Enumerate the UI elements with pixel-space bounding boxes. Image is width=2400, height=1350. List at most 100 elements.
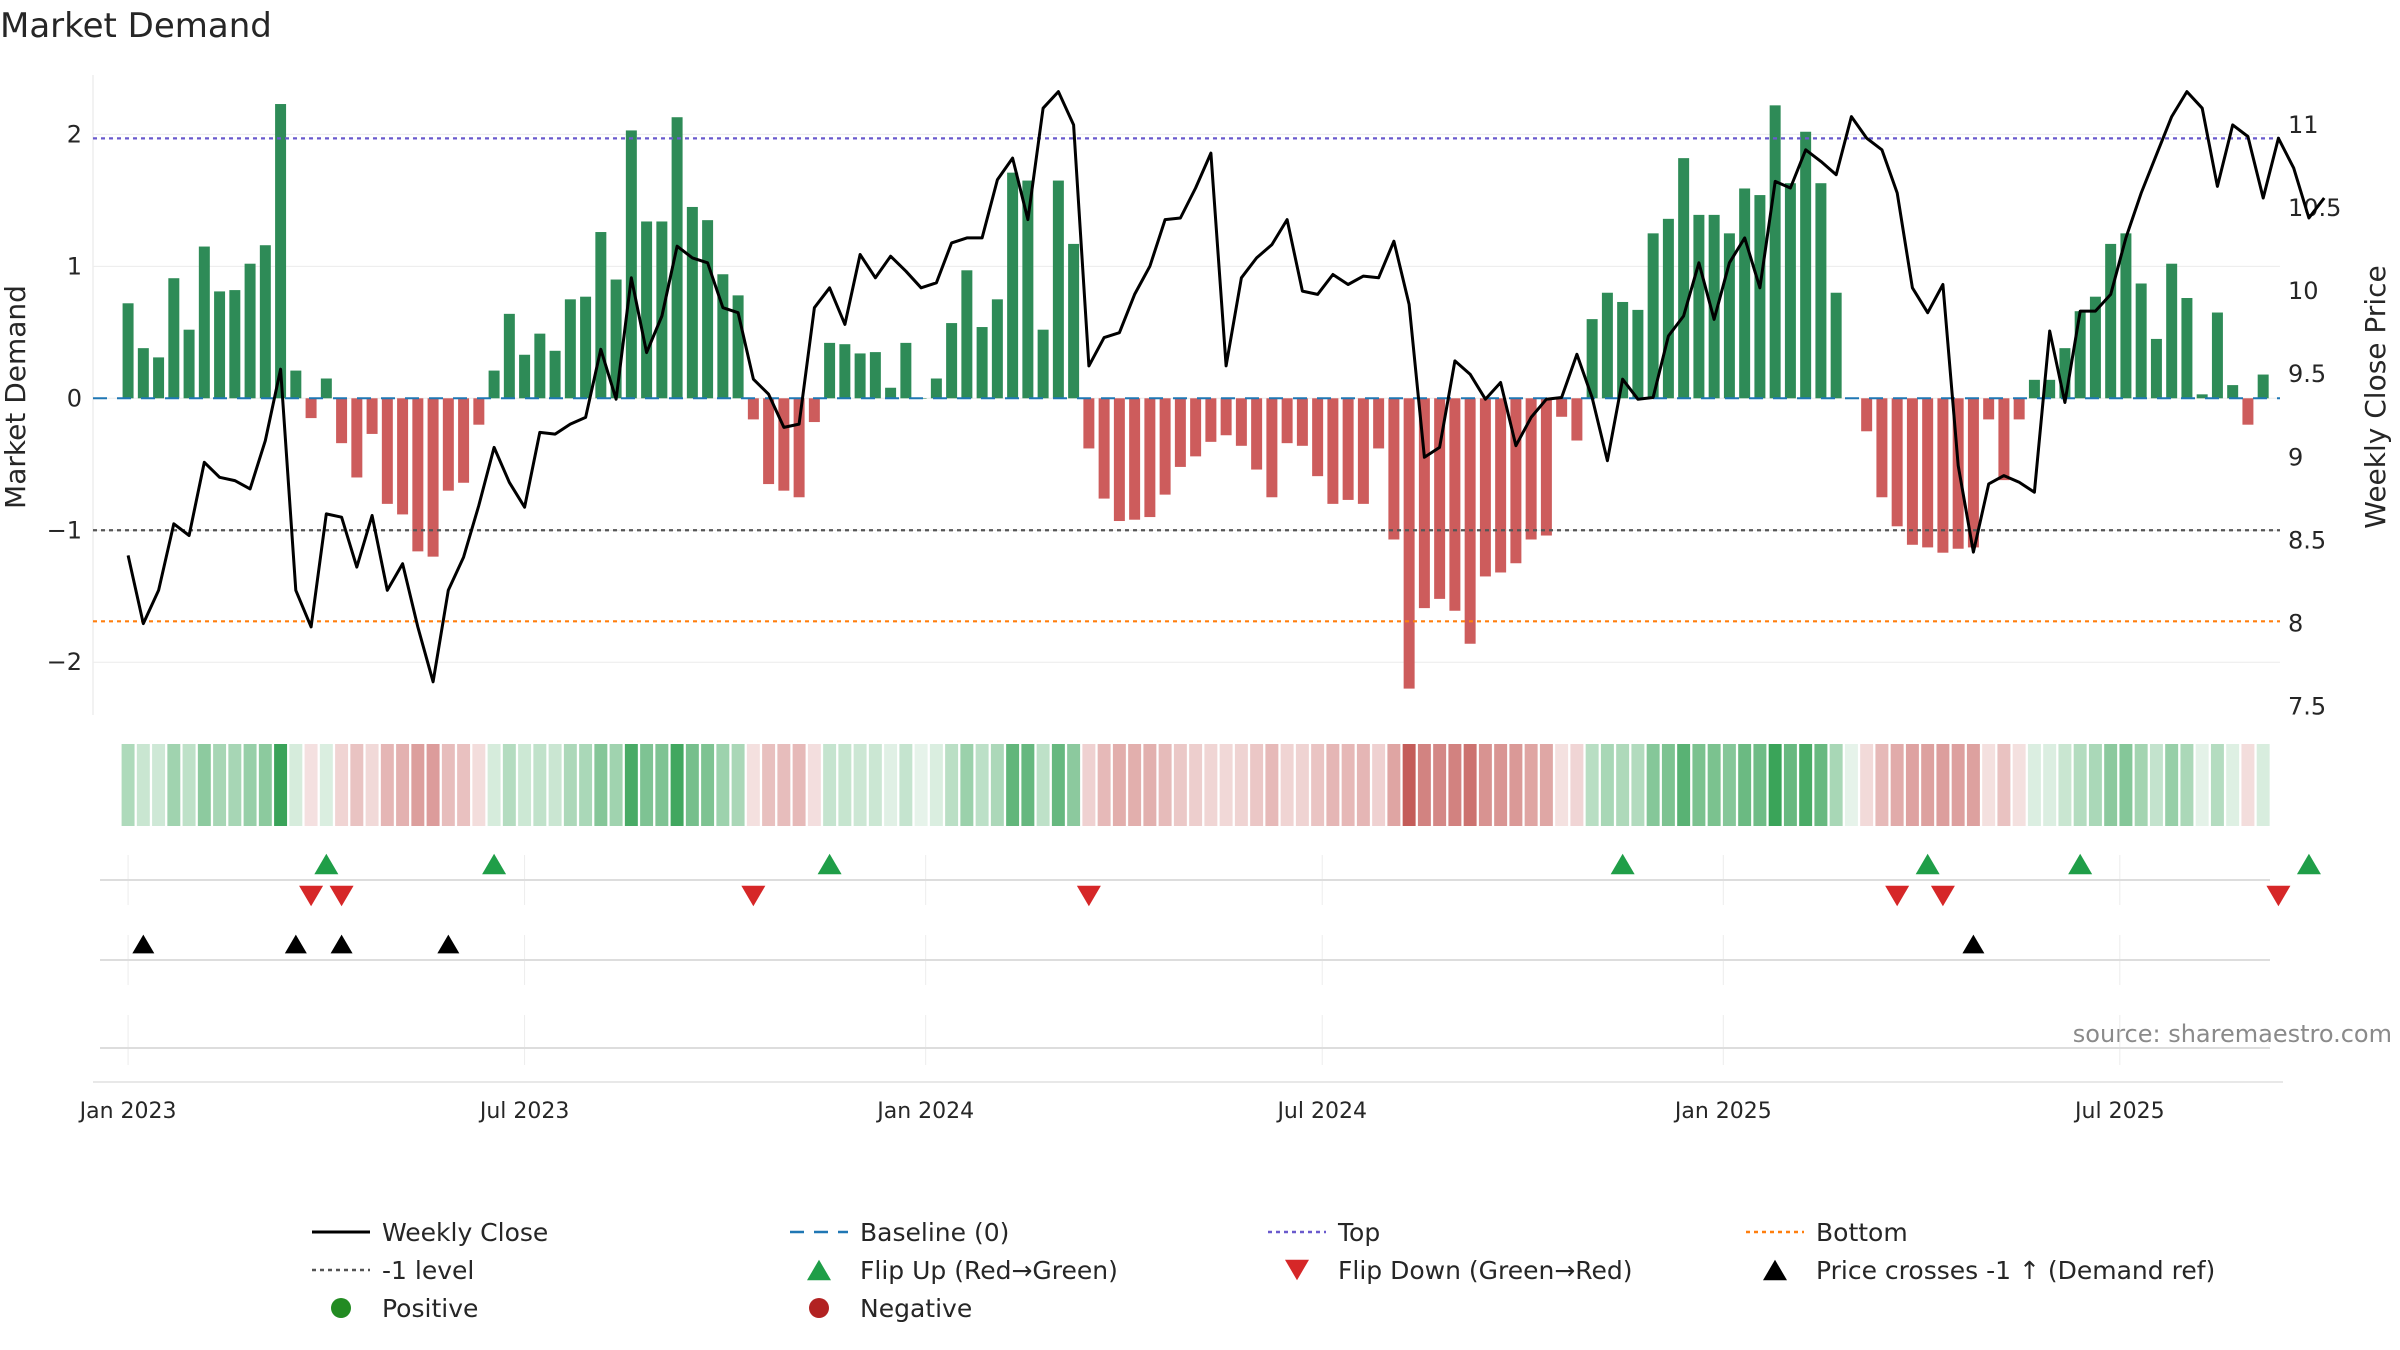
heat-cell — [792, 744, 806, 826]
heat-cell — [365, 744, 379, 826]
demand-bar — [2211, 312, 2223, 399]
demand-bar — [351, 398, 363, 478]
heat-cell — [182, 744, 196, 826]
demand-bar — [1113, 398, 1125, 522]
demand-bar — [1632, 309, 1644, 399]
demand-bar — [2196, 394, 2208, 399]
demand-heat-strip — [121, 744, 2270, 826]
demand-bar — [854, 353, 866, 399]
heat-cell — [487, 744, 501, 826]
demand-bar — [549, 350, 561, 399]
demand-bar — [793, 398, 805, 498]
y-tick-label-right: 9.5 — [2288, 360, 2326, 388]
heat-cell — [624, 744, 638, 826]
price-cross-marker — [132, 934, 155, 954]
heat-cell — [1768, 744, 1782, 826]
heat-cell — [1265, 744, 1279, 826]
demand-bar — [1342, 398, 1354, 500]
heat-cell — [716, 744, 730, 826]
demand-bar — [1540, 398, 1552, 536]
demand-bar — [869, 352, 881, 399]
legend-item: Weekly Close — [312, 1218, 548, 1247]
legend-item: Bottom — [1746, 1218, 1908, 1247]
demand-bar — [1662, 218, 1674, 399]
legend-item: Positive — [331, 1294, 478, 1323]
demand-bar — [1479, 398, 1491, 577]
demand-bar — [1129, 398, 1141, 520]
x-tick-label: Jan 2024 — [875, 1099, 974, 1124]
demand-bar — [503, 313, 515, 399]
heat-cell — [762, 744, 776, 826]
heat-cell — [1143, 744, 1157, 826]
demand-bar — [1571, 398, 1583, 441]
price-cross-marker — [1962, 934, 1985, 954]
demand-bar — [1693, 214, 1705, 399]
demand-bar — [122, 303, 134, 399]
heat-cell — [1478, 744, 1492, 826]
heat-cell — [823, 744, 837, 826]
demand-bar — [336, 398, 348, 444]
heat-cell — [685, 744, 699, 826]
demand-bar — [1373, 398, 1385, 449]
demand-bar — [824, 342, 836, 399]
heat-cell — [1616, 744, 1630, 826]
demand-bar — [717, 274, 729, 399]
heat-cell — [2027, 744, 2041, 826]
heat-cell — [777, 744, 791, 826]
y-axis-label-left: Market Demand — [0, 285, 32, 509]
heat-cell — [502, 744, 516, 826]
demand-bar — [183, 329, 195, 399]
heat-cell — [2241, 744, 2255, 826]
heat-cell — [1097, 744, 1111, 826]
demand-bar — [290, 370, 302, 399]
heat-cell — [731, 744, 745, 826]
demand-bar — [1327, 398, 1339, 504]
demand-bar — [488, 370, 500, 399]
heat-cell — [518, 744, 532, 826]
heat-cell — [838, 744, 852, 826]
legend-swatch — [1285, 1259, 1309, 1281]
demand-bar — [1708, 214, 1720, 399]
heat-cell — [213, 744, 227, 826]
demand-bar — [1434, 398, 1446, 599]
chart-title: Market Demand — [0, 6, 272, 46]
demand-bar — [1815, 183, 1827, 399]
demand-bar — [1876, 398, 1888, 498]
heat-cell — [1280, 744, 1294, 826]
heat-cell — [1402, 744, 1416, 826]
heat-cell — [1356, 744, 1370, 826]
legend-label: -1 level — [382, 1256, 474, 1285]
flip-down-marker — [299, 885, 324, 907]
heat-cell — [1463, 744, 1477, 826]
flip-down-marker — [1930, 885, 1955, 907]
demand-bar — [305, 398, 317, 419]
demand-bar — [961, 270, 973, 399]
demand-bar — [1449, 398, 1461, 611]
flip-down-marker — [1076, 885, 1101, 907]
x-tick-label: Jan 2025 — [1673, 1099, 1772, 1124]
demand-bar — [1296, 398, 1308, 446]
demand-bar — [1556, 398, 1568, 417]
demand-bar — [2013, 398, 2025, 420]
demand-bar — [473, 398, 485, 425]
demand-bar — [1922, 398, 1934, 548]
demand-bar — [168, 278, 180, 399]
heat-cell — [2088, 744, 2102, 826]
demand-bar — [747, 398, 759, 420]
flip-down-marker — [1885, 885, 1910, 907]
heat-cell — [868, 744, 882, 826]
legend-label: Weekly Close — [382, 1218, 548, 1247]
heat-cell — [152, 744, 166, 826]
heat-cell — [807, 744, 821, 826]
heat-cell — [2195, 744, 2209, 826]
demand-bar — [1220, 398, 1232, 436]
heat-cell — [1875, 744, 1889, 826]
heat-cell — [2119, 744, 2133, 826]
demand-bar — [1174, 398, 1186, 467]
demand-bar — [1617, 301, 1629, 399]
flip-down-marker — [741, 885, 766, 907]
heat-cell — [1219, 744, 1233, 826]
heat-cell — [975, 744, 989, 826]
demand-bar — [259, 245, 271, 399]
y-tick-label-left: 1 — [67, 252, 82, 280]
